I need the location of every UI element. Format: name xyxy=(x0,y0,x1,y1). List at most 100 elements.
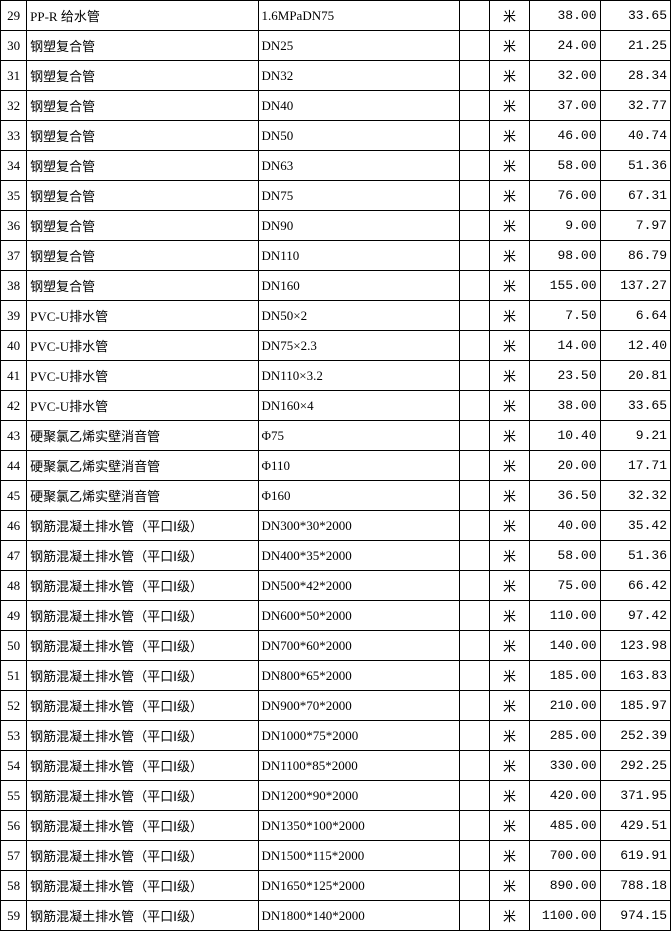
cell-spec: DN1800*140*2000 xyxy=(258,901,459,931)
table-row: 39PVC-U排水管DN50×2米7.506.64 xyxy=(1,301,671,331)
cell-price2: 35.42 xyxy=(600,511,670,541)
table-row: 40PVC-U排水管DN75×2.3米14.0012.40 xyxy=(1,331,671,361)
table-row: 58钢筋混凝土排水管（平口Ⅰ级）DN1650*125*2000米890.0078… xyxy=(1,871,671,901)
table-row: 55钢筋混凝土排水管（平口Ⅰ级）DN1200*90*2000米420.00371… xyxy=(1,781,671,811)
table-row: 46钢筋混凝土排水管（平口Ⅰ级）DN300*30*2000米40.0035.42 xyxy=(1,511,671,541)
cell-unit: 米 xyxy=(489,811,529,841)
cell-index: 32 xyxy=(1,91,27,121)
table-row: 43硬聚氯乙烯实壁消音管Φ75米10.409.21 xyxy=(1,421,671,451)
cell-price1: 155.00 xyxy=(530,271,600,301)
cell-price2: 619.91 xyxy=(600,841,670,871)
table-row: 42PVC-U排水管DN160×4米38.0033.65 xyxy=(1,391,671,421)
cell-index: 50 xyxy=(1,631,27,661)
cell-spec: DN32 xyxy=(258,61,459,91)
cell-gap xyxy=(459,811,489,841)
cell-price1: 140.00 xyxy=(530,631,600,661)
cell-price1: 38.00 xyxy=(530,1,600,31)
cell-gap xyxy=(459,151,489,181)
cell-index: 29 xyxy=(1,1,27,31)
cell-gap xyxy=(459,361,489,391)
cell-index: 31 xyxy=(1,61,27,91)
cell-gap xyxy=(459,331,489,361)
cell-price2: 371.95 xyxy=(600,781,670,811)
cell-unit: 米 xyxy=(489,271,529,301)
cell-price1: 7.50 xyxy=(530,301,600,331)
table-row: 59钢筋混凝土排水管（平口Ⅰ级）DN1800*140*2000米1100.009… xyxy=(1,901,671,931)
cell-name: 钢塑复合管 xyxy=(27,241,258,271)
cell-price1: 32.00 xyxy=(530,61,600,91)
cell-spec: DN110×3.2 xyxy=(258,361,459,391)
table-row: 45硬聚氯乙烯实壁消音管Φ160米36.5032.32 xyxy=(1,481,671,511)
cell-index: 46 xyxy=(1,511,27,541)
table-row: 57钢筋混凝土排水管（平口Ⅰ级）DN1500*115*2000米700.0061… xyxy=(1,841,671,871)
cell-price1: 700.00 xyxy=(530,841,600,871)
cell-unit: 米 xyxy=(489,151,529,181)
cell-gap xyxy=(459,481,489,511)
cell-index: 48 xyxy=(1,571,27,601)
table-row: 51钢筋混凝土排水管（平口Ⅰ级）DN800*65*2000米185.00163.… xyxy=(1,661,671,691)
cell-unit: 米 xyxy=(489,751,529,781)
cell-name: PVC-U排水管 xyxy=(27,361,258,391)
cell-price2: 788.18 xyxy=(600,871,670,901)
cell-unit: 米 xyxy=(489,331,529,361)
cell-unit: 米 xyxy=(489,241,529,271)
cell-unit: 米 xyxy=(489,31,529,61)
cell-price1: 36.50 xyxy=(530,481,600,511)
cell-name: PVC-U排水管 xyxy=(27,301,258,331)
cell-name: 钢塑复合管 xyxy=(27,31,258,61)
cell-price2: 185.97 xyxy=(600,691,670,721)
cell-spec: DN160×4 xyxy=(258,391,459,421)
cell-spec: DN63 xyxy=(258,151,459,181)
cell-gap xyxy=(459,91,489,121)
cell-spec: DN500*42*2000 xyxy=(258,571,459,601)
cell-name: 钢塑复合管 xyxy=(27,61,258,91)
cell-spec: DN25 xyxy=(258,31,459,61)
cell-name: 钢塑复合管 xyxy=(27,271,258,301)
cell-spec: DN400*35*2000 xyxy=(258,541,459,571)
cell-spec: DN1000*75*2000 xyxy=(258,721,459,751)
table-row: 36钢塑复合管DN90米9.007.97 xyxy=(1,211,671,241)
table-row: 38钢塑复合管DN160米155.00137.27 xyxy=(1,271,671,301)
cell-price1: 485.00 xyxy=(530,811,600,841)
table-row: 48钢筋混凝土排水管（平口Ⅰ级）DN500*42*2000米75.0066.42 xyxy=(1,571,671,601)
table-row: 34钢塑复合管DN63米58.0051.36 xyxy=(1,151,671,181)
cell-gap xyxy=(459,241,489,271)
cell-spec: DN50 xyxy=(258,121,459,151)
cell-price2: 21.25 xyxy=(600,31,670,61)
cell-unit: 米 xyxy=(489,421,529,451)
cell-gap xyxy=(459,511,489,541)
cell-index: 57 xyxy=(1,841,27,871)
cell-price2: 33.65 xyxy=(600,391,670,421)
cell-unit: 米 xyxy=(489,661,529,691)
cell-name: PP-R 给水管 xyxy=(27,1,258,31)
cell-spec: DN90 xyxy=(258,211,459,241)
cell-price1: 37.00 xyxy=(530,91,600,121)
cell-price1: 46.00 xyxy=(530,121,600,151)
cell-gap xyxy=(459,631,489,661)
cell-index: 43 xyxy=(1,421,27,451)
cell-name: 钢筋混凝土排水管（平口Ⅰ级） xyxy=(27,751,258,781)
cell-price1: 420.00 xyxy=(530,781,600,811)
cell-unit: 米 xyxy=(489,721,529,751)
cell-name: 钢筋混凝土排水管（平口Ⅰ级） xyxy=(27,781,258,811)
cell-unit: 米 xyxy=(489,601,529,631)
cell-price1: 9.00 xyxy=(530,211,600,241)
cell-name: 钢塑复合管 xyxy=(27,121,258,151)
cell-price2: 40.74 xyxy=(600,121,670,151)
cell-price2: 20.81 xyxy=(600,361,670,391)
cell-unit: 米 xyxy=(489,871,529,901)
cell-gap xyxy=(459,661,489,691)
cell-price1: 58.00 xyxy=(530,151,600,181)
cell-price1: 185.00 xyxy=(530,661,600,691)
cell-name: 钢筋混凝土排水管（平口Ⅰ级） xyxy=(27,541,258,571)
cell-spec: DN700*60*2000 xyxy=(258,631,459,661)
cell-price1: 10.40 xyxy=(530,421,600,451)
cell-spec: Φ75 xyxy=(258,421,459,451)
cell-price1: 330.00 xyxy=(530,751,600,781)
cell-unit: 米 xyxy=(489,211,529,241)
cell-spec: DN800*65*2000 xyxy=(258,661,459,691)
cell-index: 54 xyxy=(1,751,27,781)
cell-spec: DN1650*125*2000 xyxy=(258,871,459,901)
cell-index: 37 xyxy=(1,241,27,271)
cell-gap xyxy=(459,751,489,781)
